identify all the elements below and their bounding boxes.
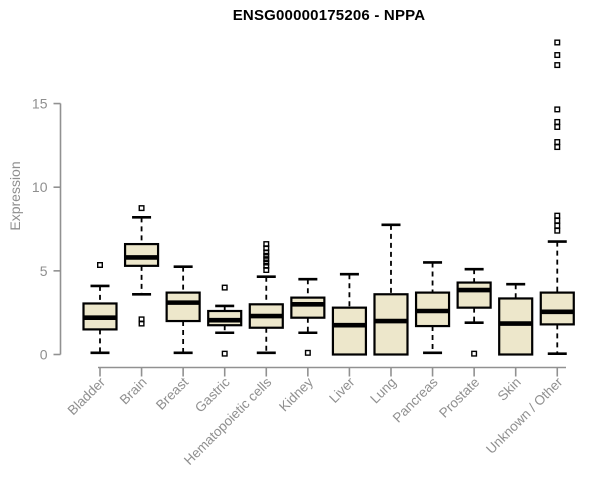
outlier-point-hematopoietic-cells bbox=[263, 267, 270, 274]
outlier-point-unknown-other bbox=[554, 106, 561, 113]
y-tick-label: 15 bbox=[32, 96, 48, 112]
outlier-point-hematopoietic-cells bbox=[263, 249, 270, 256]
outlier-point-kidney bbox=[304, 349, 311, 356]
box-prostate bbox=[456, 281, 492, 309]
outlier-point-brain bbox=[138, 205, 145, 212]
x-tick-label-liver: Liver bbox=[326, 374, 358, 406]
y-tick-label: 5 bbox=[40, 263, 48, 279]
outlier-point-unknown-other bbox=[554, 212, 561, 219]
y-axis-title: Expression bbox=[7, 161, 23, 230]
outlier-point-unknown-other bbox=[554, 222, 561, 229]
x-tick-label-prostate: Prostate bbox=[436, 375, 482, 421]
outlier-point-unknown-other bbox=[554, 39, 561, 46]
outlier-point-unknown-other bbox=[554, 52, 561, 59]
chart-title: ENSG00000175206 - NPPA bbox=[232, 7, 426, 24]
box-lung bbox=[373, 293, 409, 356]
outlier-point-hematopoietic-cells bbox=[263, 256, 270, 263]
x-tick-label-pancreas: Pancreas bbox=[390, 374, 441, 425]
x-tick-label-breast: Breast bbox=[153, 374, 191, 412]
x-tick-label-skin: Skin bbox=[495, 375, 524, 404]
outlier-point-hematopoietic-cells bbox=[263, 259, 270, 266]
outlier-point-unknown-other bbox=[554, 139, 561, 146]
y-tick-label: 10 bbox=[32, 179, 48, 195]
y-tick-label: 0 bbox=[40, 347, 48, 363]
outlier-point-unknown-other bbox=[554, 217, 561, 224]
box-skin bbox=[498, 297, 534, 356]
outlier-point-unknown-other bbox=[554, 62, 561, 69]
x-tick-label-bladder: Bladder bbox=[65, 374, 109, 418]
x-tick-label-kidney: Kidney bbox=[276, 374, 316, 414]
outlier-point-gastric bbox=[221, 284, 228, 291]
outlier-point-unknown-other bbox=[554, 227, 561, 234]
outlier-point-bladder bbox=[96, 261, 103, 268]
outlier-point-unknown-other bbox=[554, 144, 561, 151]
box-liver bbox=[331, 306, 368, 356]
box-breast bbox=[165, 291, 201, 323]
box-brain bbox=[123, 242, 160, 267]
outlier-point-prostate bbox=[471, 350, 478, 357]
outlier-point-brain bbox=[138, 320, 145, 327]
box-kidney bbox=[290, 296, 326, 319]
outlier-point-unknown-other bbox=[554, 118, 561, 125]
x-tick-label-unknown-other: Unknown / Other bbox=[483, 374, 566, 457]
outlier-point-unknown-other bbox=[554, 123, 561, 130]
outlier-point-hematopoietic-cells bbox=[263, 252, 270, 259]
x-tick-label-gastric: Gastric bbox=[192, 374, 233, 415]
outlier-point-gastric bbox=[221, 350, 228, 357]
x-tick-label-brain: Brain bbox=[117, 375, 150, 408]
x-tick-label-lung: Lung bbox=[367, 375, 399, 407]
box-unknown-other bbox=[539, 291, 575, 326]
